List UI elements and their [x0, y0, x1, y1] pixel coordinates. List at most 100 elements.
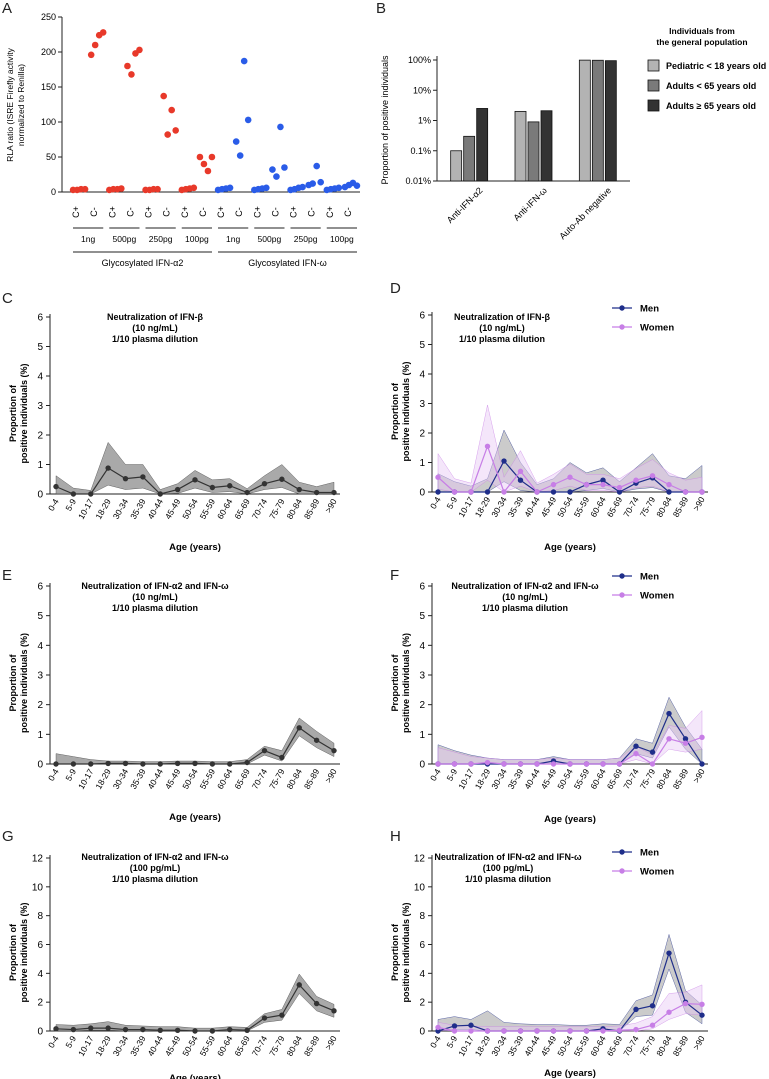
x-tick-label: 0-4: [46, 1034, 61, 1050]
data-point: [331, 747, 337, 754]
y-axis-label: Proportion ofpositive individuals (%): [8, 902, 29, 1002]
group-label: C+: [180, 206, 190, 218]
x-tick-label: 5-9: [444, 767, 459, 783]
group-label: C-: [89, 207, 99, 217]
y-tick-label: 100: [41, 117, 56, 127]
panel-label-f: F: [390, 567, 400, 584]
data-point: [227, 1026, 233, 1033]
data-point: [484, 489, 491, 495]
data-point: [174, 486, 181, 493]
data-point: [468, 1028, 474, 1034]
y-tick-label: 0: [419, 760, 425, 771]
x-tick-label: 50-54: [180, 1034, 200, 1058]
legend-marker: [619, 868, 625, 874]
y-tick-label: 4: [419, 969, 425, 980]
y-tick-label: 12: [32, 854, 44, 865]
panel-label-c: C: [2, 290, 13, 307]
x-tick-label: 80-84: [284, 1034, 304, 1058]
panel-label-e: E: [2, 567, 13, 584]
data-point: [468, 761, 474, 767]
data-point: [190, 184, 198, 192]
chart-title-line: Neutralization of IFN-α2 and IFN-ω: [434, 852, 582, 862]
chart-title-line: (10 ng/mL): [132, 592, 178, 602]
chart-title-line: (100 pg/mL): [483, 863, 534, 873]
cytokine-label: Glycosylated IFN-ω: [248, 258, 327, 268]
x-tick-label: 50-54: [555, 767, 575, 791]
x-tick-label: 40-44: [145, 1034, 165, 1058]
x-tick-label: 85-89: [302, 1034, 322, 1058]
data-point: [168, 106, 175, 114]
data-point: [236, 152, 244, 159]
y-axis-label-line: positive individuals (%): [401, 633, 411, 733]
data-point: [157, 1027, 163, 1033]
data-point: [88, 491, 94, 497]
x-tick-label: 55-59: [198, 767, 218, 791]
chart-c: 0 1 2 3 4 5 6 Proportion ofpositive individuals…: [8, 312, 340, 553]
data-point: [666, 489, 672, 495]
y-tick-label: 10: [32, 882, 44, 893]
chart-title-line: (10 ng/mL): [479, 323, 525, 333]
chart-title-line: Neutralization of IFN-α2 and IFN-ω: [81, 581, 229, 591]
legend-swatch: [647, 59, 660, 72]
data-point: [616, 761, 623, 767]
x-axis-label: Age (years): [169, 812, 221, 823]
legend-label: Adults ≥ 65 years old: [666, 101, 756, 111]
data-point: [263, 184, 270, 192]
data-point: [192, 477, 198, 483]
x-tick-label: 0-4: [46, 497, 61, 513]
group-label: C+: [216, 206, 226, 218]
y-tick-label: 0: [51, 187, 56, 197]
data-point: [70, 761, 77, 767]
y-tick-label: 2: [419, 429, 425, 440]
x-tick-label: 45-49: [163, 497, 183, 521]
x-tick-label: 18-29: [93, 1034, 113, 1058]
chart-title-line: 1/10 plasma dilution: [459, 334, 545, 344]
data-point: [105, 1025, 111, 1031]
data-point: [550, 481, 557, 488]
data-point: [682, 489, 689, 495]
data-point: [699, 489, 705, 495]
data-point: [196, 153, 204, 161]
group-label: C+: [71, 206, 81, 218]
data-point: [281, 164, 288, 171]
x-tick-label: 35-39: [128, 767, 148, 791]
y-tick-label: 1: [419, 730, 425, 741]
x-tick-label: 45-49: [539, 767, 559, 791]
bar: [604, 60, 617, 182]
x-tick-label: 55-59: [572, 767, 592, 791]
data-point: [140, 761, 146, 767]
data-point: [682, 1000, 689, 1007]
y-axis-label: Proportion ofpositive individuals (%): [390, 633, 411, 733]
data-point: [313, 737, 320, 743]
x-axis-label: Age (years): [544, 1068, 596, 1079]
legend-swatch: [647, 99, 660, 112]
y-tick-label: 200: [41, 47, 56, 57]
x-tick-label: 5-9: [444, 495, 459, 511]
legend-title: Individuals from the general population: [656, 26, 747, 47]
y-tick-label: 1: [37, 730, 43, 741]
data-point: [435, 474, 441, 480]
chart-title: Neutralization of IFN-α2 and IFN-ω (100 p…: [434, 852, 582, 884]
x-tick-label: 35-39: [506, 495, 526, 519]
data-point: [313, 162, 320, 170]
confidence-band: [55, 973, 335, 1032]
cytokine-label: Glycosylated IFN-α2: [102, 258, 184, 268]
data-point: [600, 481, 606, 488]
x-tick-label: 10-17: [76, 1034, 96, 1058]
data-point: [204, 167, 212, 175]
group-label: C-: [270, 207, 280, 217]
data-point: [118, 185, 125, 192]
data-point: [261, 480, 268, 487]
data-point: [313, 1000, 320, 1007]
x-tick-label: 75-79: [638, 1034, 658, 1058]
y-axis-label: Proportion ofpositive individuals (%): [8, 633, 29, 733]
group-label: C+: [107, 206, 117, 218]
y-axis-label-line: positive individuals (%): [401, 902, 411, 1002]
y-tick-label: 2: [37, 998, 43, 1009]
data-point: [550, 489, 557, 495]
data-point: [136, 46, 143, 54]
data-point: [160, 92, 167, 100]
panel-label-a: A: [2, 0, 13, 17]
group-label: C+: [252, 206, 262, 218]
data-point: [666, 736, 672, 742]
